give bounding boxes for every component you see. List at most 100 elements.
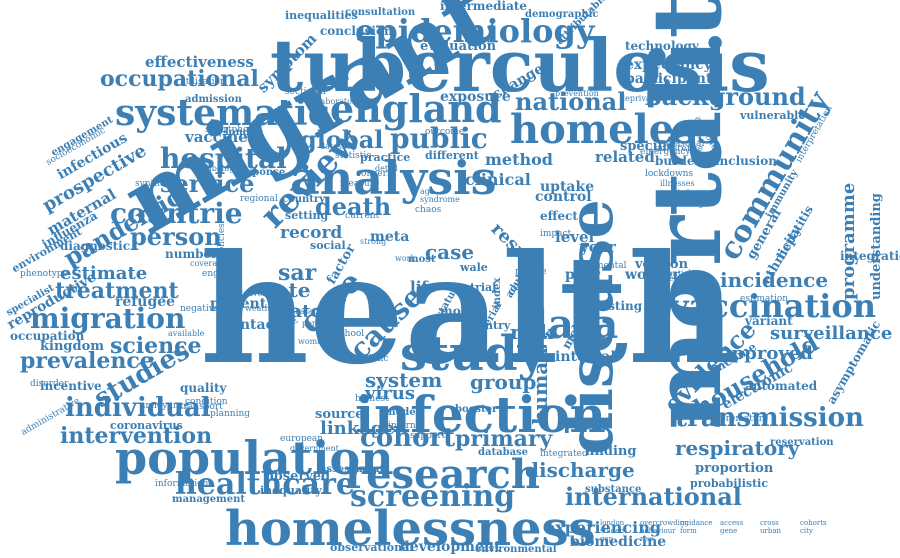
word-essential: essential — [655, 269, 691, 278]
word-negative: negative — [180, 304, 220, 314]
word-vulnerable: vulnerable — [740, 109, 806, 122]
word-gene: gene — [720, 527, 738, 535]
word-infection: infection — [355, 385, 606, 444]
word-related: related — [595, 148, 655, 166]
word-sar: sar — [278, 260, 317, 286]
word-global: global — [300, 125, 384, 154]
word-deprivation: deprivation — [620, 94, 667, 103]
word-life: life — [410, 278, 438, 296]
word-number: number — [165, 247, 218, 261]
word-behaviour: behaviour — [640, 527, 676, 535]
word-approved: approved — [720, 343, 813, 364]
word-overcrowding: overcrowding — [640, 519, 689, 527]
word-analysis: analysis — [290, 151, 497, 205]
word-english: english — [202, 269, 236, 279]
word-estimate: estimate — [60, 263, 148, 284]
word-gap: gap — [600, 535, 614, 543]
word-control: control — [535, 189, 592, 205]
word-model: model — [385, 407, 420, 418]
word-cohort: cohort — [360, 423, 456, 453]
word-delivery: delivery — [238, 289, 271, 298]
word-conclusion: conclusion — [320, 24, 393, 38]
word-version: version — [635, 257, 689, 272]
word-concern: concern — [356, 169, 393, 179]
word-intervention: intervention — [60, 423, 213, 449]
word-transport: transport — [180, 402, 223, 412]
word-surveillance: surveillance — [770, 323, 893, 344]
word-laboratory: laboratory — [318, 97, 361, 106]
word-programme: programme — [838, 182, 859, 300]
word-definition: definition — [675, 189, 714, 198]
word-utilisation: utilisation — [180, 77, 226, 87]
word-vaccination: vaccination — [670, 287, 876, 325]
word-diagnostic: diagnostic — [60, 239, 131, 253]
word-intermediate: intermediate — [440, 0, 528, 13]
word-ethnic: ethnic — [360, 354, 389, 364]
word-premature: premature — [720, 414, 769, 424]
word-england: england — [330, 86, 502, 131]
word-measure: measure — [340, 179, 380, 189]
word-response: response — [235, 167, 286, 178]
word-condition: condition — [185, 397, 228, 407]
word-contact: contact — [222, 317, 281, 333]
word-protection: protection — [652, 274, 694, 283]
word-work: work — [395, 254, 416, 263]
word-method: method — [485, 150, 553, 169]
word-rise: rise — [640, 535, 654, 543]
word-most: most — [408, 254, 436, 265]
word-individual: individual — [65, 393, 211, 423]
word-form: form — [680, 527, 697, 535]
word-biomedicine: biomedicine — [570, 534, 667, 550]
word-regional: regional — [240, 194, 278, 204]
word-wellbeing: wellbeing — [195, 164, 235, 173]
word-kingdom: kingdom — [40, 339, 105, 354]
word-different: different — [425, 149, 479, 162]
word-highest: highest — [355, 394, 389, 404]
word-participant: participant — [625, 71, 713, 87]
word-country: country — [282, 194, 325, 205]
word-integration: integration — [840, 249, 900, 263]
word-integrated: integrated — [540, 449, 588, 459]
word-development: development — [400, 539, 501, 555]
word-london: london — [225, 127, 264, 138]
word-specific: specific — [620, 139, 675, 154]
word-watch: watch — [275, 301, 335, 322]
word-group: group — [470, 370, 537, 394]
word-occupation: occupation — [10, 329, 85, 343]
word-treatment: treatment — [55, 278, 179, 304]
word-human: human — [528, 347, 552, 425]
word-coronavirus: coronavirus — [110, 419, 183, 432]
word-probabilistic: probabilistic — [690, 477, 769, 490]
word-cohorts: cohorts — [800, 519, 827, 527]
word-public: public — [390, 122, 488, 155]
word-testing: testing — [595, 299, 643, 313]
word-based: based — [295, 307, 319, 316]
word-student: student — [600, 527, 627, 535]
word-environmental: environmental — [475, 544, 557, 555]
word-more: more — [440, 304, 475, 318]
word-transmission: transmission — [675, 403, 864, 433]
word-estimation: estimation — [740, 294, 789, 304]
word-synthesis: synthesis — [135, 179, 178, 189]
word-adherence: adherence — [655, 144, 704, 154]
word-year: year — [580, 238, 616, 256]
word-linkage: linkage — [320, 418, 395, 439]
word-phenotype: phenotype — [20, 269, 68, 279]
word-demographic: demographic — [525, 9, 599, 20]
word-automated: automated — [745, 379, 818, 393]
word-annoyance: annoyance — [140, 401, 189, 411]
word-weather: weather — [245, 304, 279, 313]
word-person: person — [130, 222, 222, 251]
word-illnesses: illnesses — [660, 179, 695, 188]
word-screening: screening — [350, 479, 516, 514]
word-age: age — [420, 187, 435, 196]
word-occupational: occupational — [100, 66, 259, 92]
word-understanding: understanding — [869, 193, 884, 300]
word-research: research — [345, 451, 540, 498]
word-planning: planning — [210, 409, 251, 419]
word-coverage: coverage — [190, 259, 227, 268]
word-available: available — [168, 329, 205, 338]
word-reservation: reservation — [770, 437, 834, 448]
word-admission: admission — [185, 94, 242, 105]
